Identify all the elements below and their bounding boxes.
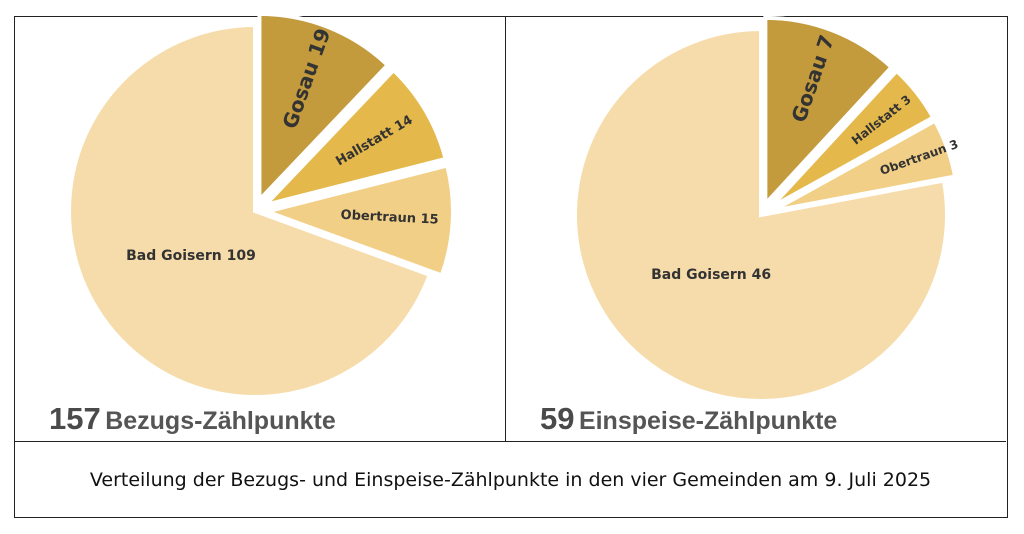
chart-panel-bezug: Gosau 19 Hallstatt 14 Obertraun 15 Bad Gois… [15,11,506,441]
caption-row: Verteilung der Bezugs- und Einspeise-Zäh… [15,441,1006,517]
pie-slice-gosau [257,11,391,205]
figure-caption: Verteilung der Bezugs- und Einspeise-Zäh… [89,468,932,491]
total-einspeisung-value: 59 [540,401,575,436]
pie-slice-obertraun [260,163,455,278]
pie-slice-gosau [763,15,895,209]
pie-slice-hallstatt [259,67,448,209]
total-einspeisung: 59 Einspeise-Zählpunkte [540,401,837,437]
figure-frame: Gosau 19 Hallstatt 14 Obertraun 15 Bad Gois… [14,11,1008,518]
total-bezug-value: 157 [49,401,101,436]
chart-panel-einspeisung: Gosau 7 Hallstatt 3 Obertraun 3 Bad Goisern… [506,15,1006,441]
total-bezug-label: Bezugs-Zählpunkte [105,407,336,435]
total-einspeisung-label: Einspeise-Zählpunkte [578,407,838,435]
pie-slice-bad-goisern [573,26,949,403]
pie-label-bad-goisern: Bad Goisern 46 [651,267,771,283]
pie-label-obertraun: Obertraun 15 [340,208,439,228]
pie-slice-hallstatt [768,68,936,210]
total-bezug: 157 Bezugs-Zählpunkte [49,401,336,437]
pie-label-bad-goisern: Bad Goisern 109 [126,248,256,264]
pie-slice-bad-goisern [67,22,433,399]
pie-slice-obertraun [771,118,958,213]
